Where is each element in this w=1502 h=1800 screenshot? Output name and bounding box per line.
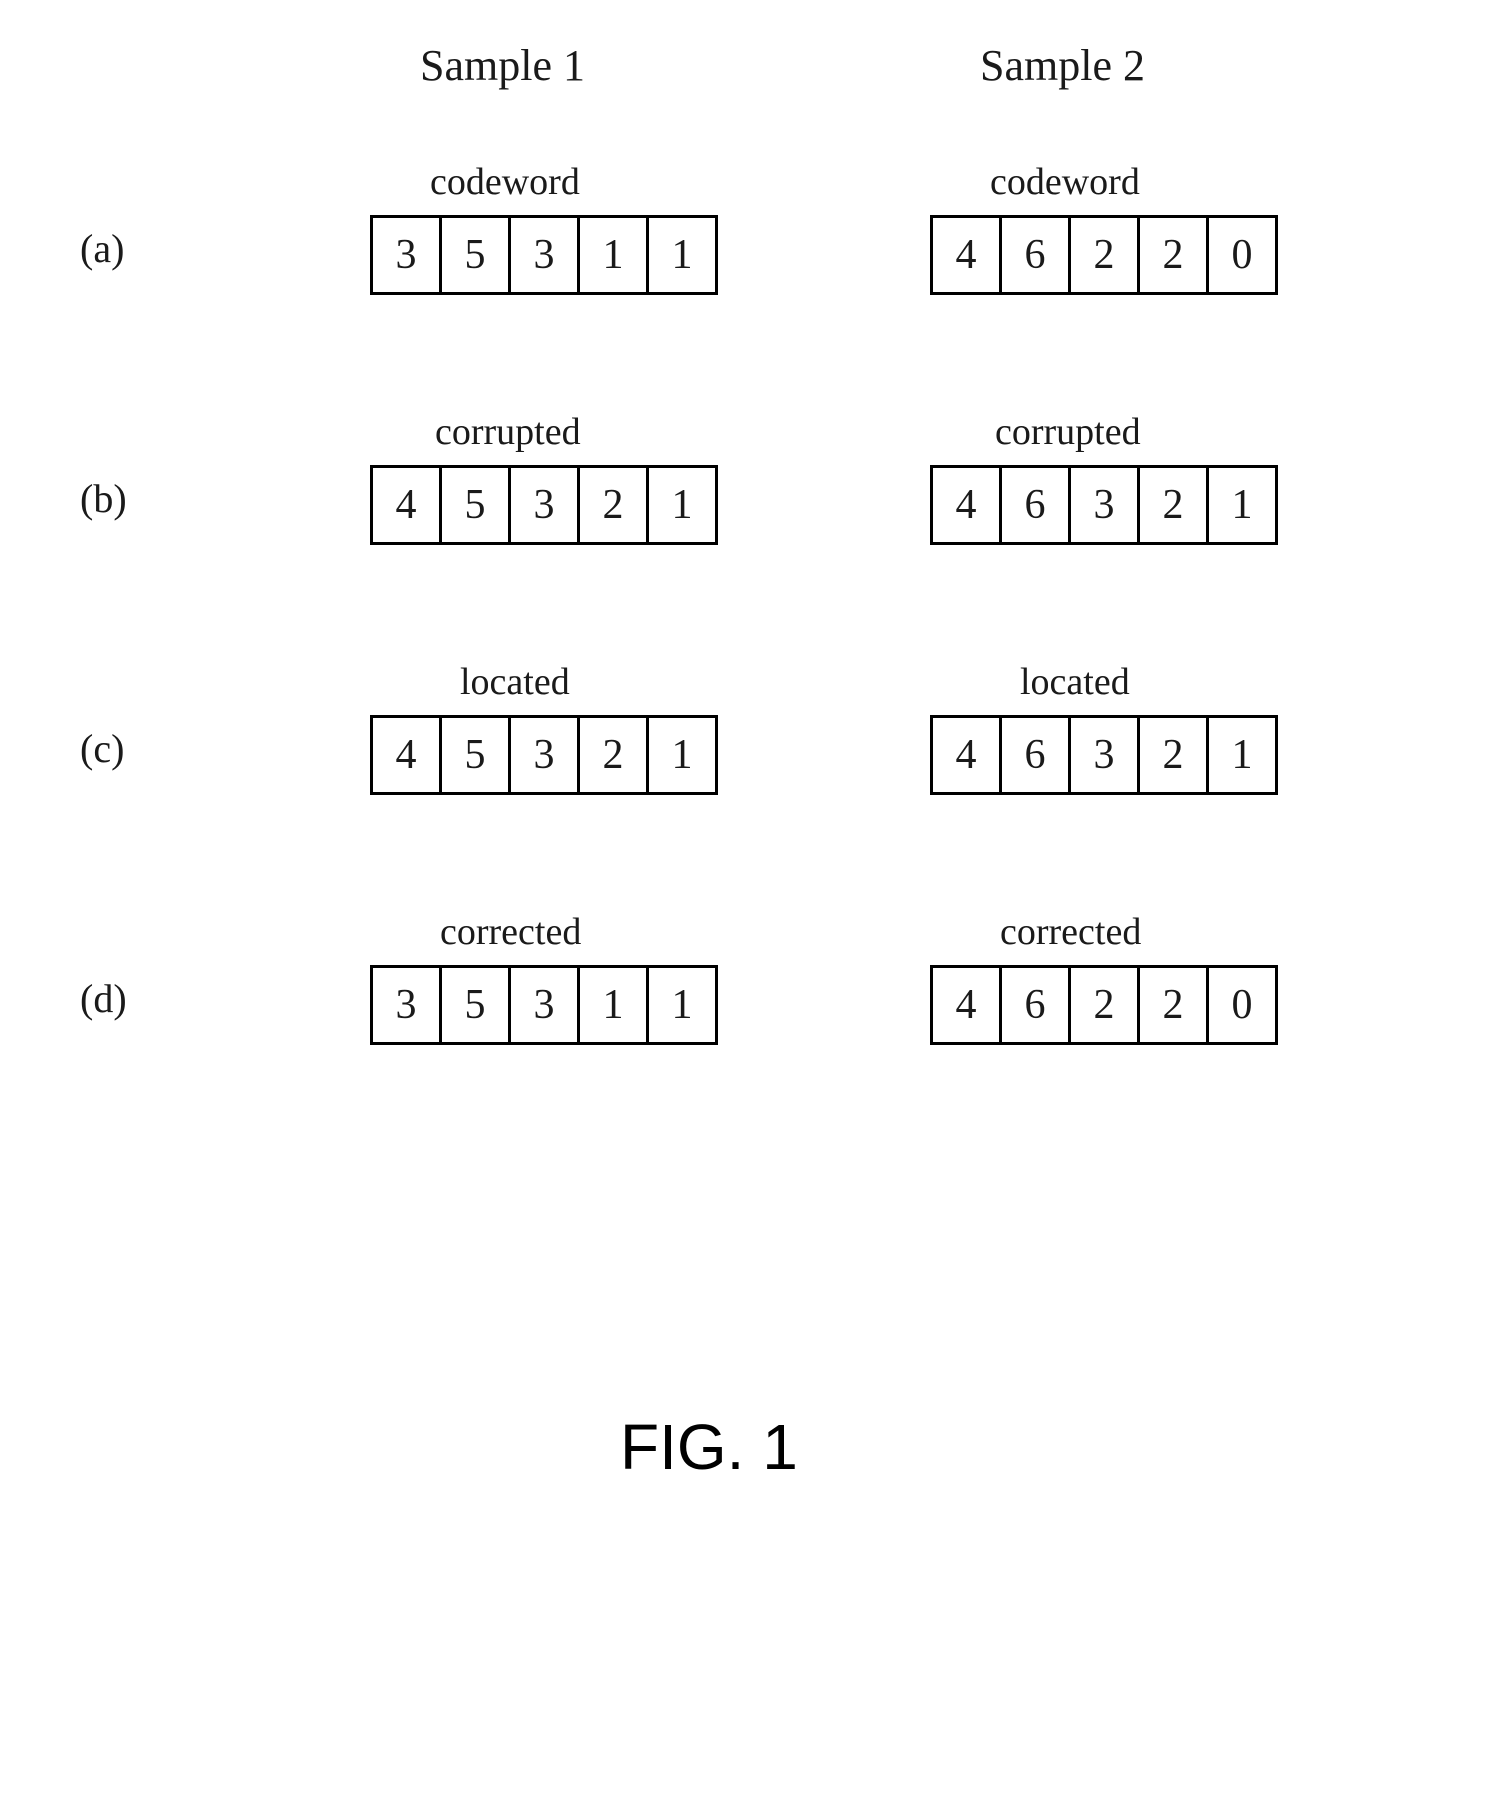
cell: 6 <box>999 965 1071 1045</box>
cell: 4 <box>930 215 1002 295</box>
cell: 3 <box>370 215 442 295</box>
diagram-container: Sample 1 Sample 2 (a) codeword 3 5 3 1 1… <box>0 0 1502 1800</box>
cell: 3 <box>508 965 580 1045</box>
cell: 3 <box>508 715 580 795</box>
state-label-sample2-d: corrected <box>1000 910 1141 954</box>
cell: 2 <box>1137 965 1209 1045</box>
cell: 1 <box>1206 715 1278 795</box>
cell: 5 <box>439 715 511 795</box>
cell: 1 <box>1206 465 1278 545</box>
cell: 6 <box>999 215 1071 295</box>
cell: 1 <box>577 965 649 1045</box>
cell: 5 <box>439 465 511 545</box>
cell: 4 <box>930 715 1002 795</box>
cell: 3 <box>1068 715 1140 795</box>
cell: 1 <box>646 715 718 795</box>
cells-sample1-b: 4 5 3 2 1 <box>370 465 718 545</box>
cells-sample2-b: 4 6 3 2 1 <box>930 465 1278 545</box>
cell: 1 <box>646 215 718 295</box>
cells-sample2-a: 4 6 2 2 0 <box>930 215 1278 295</box>
cells-sample1-d: 3 5 3 1 1 <box>370 965 718 1045</box>
cells-sample2-c: 4 6 3 2 1 <box>930 715 1278 795</box>
cell: 2 <box>1137 715 1209 795</box>
cell: 4 <box>930 465 1002 545</box>
state-label-sample1-a: codeword <box>430 160 580 204</box>
cells-sample2-d: 4 6 2 2 0 <box>930 965 1278 1045</box>
state-label-sample2-b: corrupted <box>995 410 1141 454</box>
cell: 2 <box>577 465 649 545</box>
cell: 3 <box>370 965 442 1045</box>
state-label-sample1-d: corrected <box>440 910 581 954</box>
cell: 5 <box>439 965 511 1045</box>
cell: 1 <box>646 465 718 545</box>
cell: 5 <box>439 215 511 295</box>
cell: 2 <box>1137 215 1209 295</box>
cell: 6 <box>999 465 1071 545</box>
cell: 4 <box>370 715 442 795</box>
sample1-header: Sample 1 <box>420 40 585 91</box>
state-label-sample2-c: located <box>1020 660 1130 704</box>
state-label-sample1-c: located <box>460 660 570 704</box>
cell: 2 <box>1137 465 1209 545</box>
row-label-c: (c) <box>80 725 124 772</box>
sample2-header: Sample 2 <box>980 40 1145 91</box>
cell: 2 <box>1068 965 1140 1045</box>
cell: 1 <box>646 965 718 1045</box>
cell: 0 <box>1206 215 1278 295</box>
row-label-b: (b) <box>80 475 127 522</box>
state-label-sample1-b: corrupted <box>435 410 581 454</box>
figure-label: FIG. 1 <box>620 1410 798 1484</box>
row-label-d: (d) <box>80 975 127 1022</box>
cell: 3 <box>1068 465 1140 545</box>
cell: 0 <box>1206 965 1278 1045</box>
cell: 2 <box>577 715 649 795</box>
cell: 3 <box>508 215 580 295</box>
cell: 4 <box>930 965 1002 1045</box>
cells-sample1-a: 3 5 3 1 1 <box>370 215 718 295</box>
cell: 4 <box>370 465 442 545</box>
cell: 1 <box>577 215 649 295</box>
state-label-sample2-a: codeword <box>990 160 1140 204</box>
cell: 6 <box>999 715 1071 795</box>
cell: 3 <box>508 465 580 545</box>
row-label-a: (a) <box>80 225 124 272</box>
cell: 2 <box>1068 215 1140 295</box>
cells-sample1-c: 4 5 3 2 1 <box>370 715 718 795</box>
